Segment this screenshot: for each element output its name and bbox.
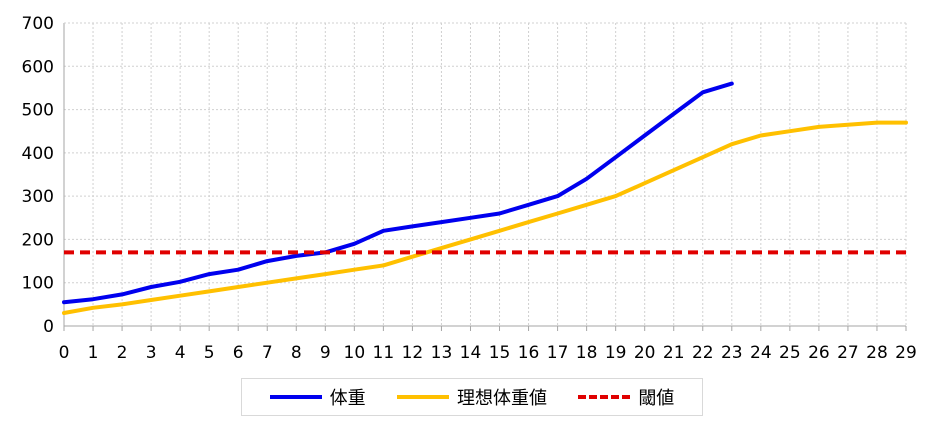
x-tick-label: 10	[344, 343, 366, 363]
y-tick-label: 400	[22, 144, 54, 164]
legend-swatch-ideal-weight	[396, 395, 449, 399]
axes	[63, 22, 907, 331]
legend: 体重 理想体重値 閾値	[241, 378, 703, 416]
x-tick-label: 0	[59, 343, 70, 363]
x-tick-label: 29	[895, 343, 917, 363]
series-line-weight	[62, 81, 734, 305]
legend-item-threshold: 閾値	[578, 384, 674, 410]
y-tick-label: 0	[43, 317, 54, 337]
x-tick-label: 19	[605, 343, 627, 363]
y-tick-label: 500	[22, 101, 54, 121]
x-tick-label: 22	[692, 343, 714, 363]
x-tick-label: 13	[431, 343, 453, 363]
x-tick-label: 4	[175, 343, 186, 363]
x-tick-label: 1	[88, 343, 99, 363]
y-tick-label: 100	[22, 274, 54, 294]
legend-item-ideal-weight: 理想体重値	[396, 384, 547, 410]
x-tick-label: 27	[837, 343, 859, 363]
legend-label-ideal-weight: 理想体重値	[456, 388, 547, 409]
y-tick-label: 300	[22, 187, 54, 207]
legend-label-threshold: 閾値	[638, 388, 675, 409]
legend-swatch-threshold	[578, 395, 631, 399]
x-tick-label: 8	[291, 343, 302, 363]
x-tick-label: 26	[808, 343, 830, 363]
x-tick-label: 6	[233, 343, 244, 363]
legend-item-weight: 体重	[269, 384, 366, 410]
x-tick-label: 7	[262, 343, 273, 363]
x-tick-label: 5	[204, 343, 215, 363]
x-tick-label: 16	[518, 343, 540, 363]
x-tick-label: 17	[547, 343, 569, 363]
x-tick-label: 2	[117, 343, 128, 363]
legend-label-weight: 体重	[329, 388, 366, 409]
y-tick-label: 200	[22, 230, 54, 250]
x-tick-label: 9	[320, 343, 331, 363]
y-tick-label: 700	[22, 14, 54, 34]
series-lines	[62, 81, 908, 315]
x-tick-label: 3	[146, 343, 157, 363]
legend-swatch-weight	[269, 395, 322, 399]
x-tick-label: 24	[750, 343, 772, 363]
series-line-ideal-weight	[62, 120, 908, 315]
x-tick-label: 11	[373, 343, 395, 363]
x-tick-label: 28	[866, 343, 888, 363]
x-tick-label: 25	[779, 343, 801, 363]
x-tick-label: 15	[489, 343, 511, 363]
x-tick-label: 20	[634, 343, 656, 363]
x-tick-label: 21	[663, 343, 685, 363]
x-tick-label: 14	[460, 343, 482, 363]
y-tick-label: 600	[22, 57, 54, 77]
x-tick-label: 23	[721, 343, 743, 363]
x-tick-label: 18	[576, 343, 598, 363]
x-tick-label: 12	[402, 343, 424, 363]
